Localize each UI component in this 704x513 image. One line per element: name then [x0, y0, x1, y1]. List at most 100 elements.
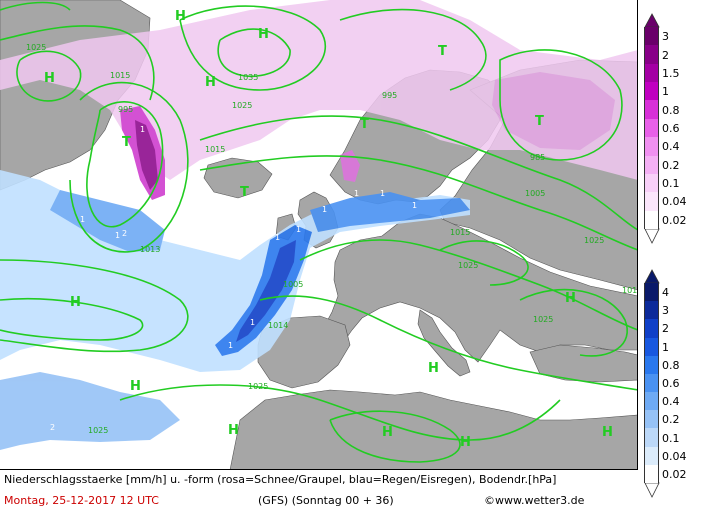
isobar-value-label: 1035	[238, 73, 258, 82]
snow-scale-tick-label: 0.2	[662, 158, 680, 172]
isobar-value-label: 995	[382, 91, 397, 100]
snow-scale-swatch	[644, 63, 659, 83]
isobar-value-label: 1015	[110, 71, 130, 80]
precip-intensity-label: 1	[80, 215, 85, 224]
precip-intensity-label: 1	[228, 341, 233, 350]
snow-scale-swatch	[644, 82, 659, 101]
snow-scale-tick-label: 2	[662, 48, 669, 62]
isobar	[329, 410, 461, 463]
copyright-link[interactable]: ©www.wetter3.de	[484, 494, 585, 507]
isobar-value-label: 1025	[88, 426, 108, 435]
snow-scale-tick-label: 0.04	[662, 195, 687, 209]
map-caption: Niederschlagsstaerke [mm/h] u. -form (ro…	[4, 473, 557, 486]
isobar-value-label: 1015	[205, 145, 225, 154]
isobar	[16, 50, 82, 102]
precip-intensity-label: 1	[412, 201, 417, 210]
isobar	[519, 288, 628, 357]
land-iberia	[257, 315, 351, 389]
snow-scale-tick-label: 0.4	[662, 140, 680, 154]
high-pressure-label: H	[228, 423, 239, 438]
high-pressure-label: H	[428, 361, 439, 376]
pressure-center-layer: H H H H T T T T T H H H H H H H H	[44, 9, 613, 450]
snow-scale-tick-label: 0.8	[662, 103, 680, 117]
rain-scale-tick-label: 0.6	[662, 377, 680, 390]
low-pressure-label: T	[360, 117, 369, 132]
isobar-value-label: 1025	[26, 43, 46, 52]
land-africa	[229, 389, 637, 469]
low-pressure-label: T	[438, 44, 447, 59]
rain-scale-swatch	[644, 373, 659, 393]
isobar	[439, 240, 529, 286]
isobar	[0, 1, 71, 11]
precip-intensity-label: 2	[152, 213, 157, 222]
rain-scale-tick-label: 1	[662, 340, 669, 354]
rain-scale-tick-label: 3	[662, 304, 669, 318]
isobar-value-label: 1025	[533, 315, 553, 324]
rain-scale-tick-label: 2	[662, 322, 669, 336]
precip-intensity-label: 1	[250, 318, 255, 327]
rain-scale-swatch	[644, 410, 659, 429]
snow-area-east	[492, 72, 615, 150]
rain-scale-tick-label: 4	[662, 286, 669, 300]
model-run: (GFS) (Sonntag 00 + 36)	[258, 494, 394, 507]
high-pressure-label: H	[205, 75, 216, 90]
rain-scale-swatch	[644, 301, 659, 320]
snow-scale-tick-label: 1	[662, 85, 669, 99]
rain-scale-swatch	[644, 283, 659, 302]
snow-scale-swatch	[644, 210, 659, 230]
rain-band-north-sea	[310, 192, 470, 232]
precip-intensity-label: 1	[296, 225, 301, 234]
weather-map: 1025 1015 995 1035 1025 1015 985 1005 1015 1025 10…	[0, 0, 638, 470]
high-pressure-label: H	[258, 27, 269, 42]
snow-scale-bottom-arrow	[644, 228, 660, 244]
snow-scale-swatch	[644, 192, 659, 212]
isobar	[299, 239, 637, 331]
precip-intensity-label: 1	[140, 125, 145, 134]
precip-intensity-label: 1	[115, 231, 120, 240]
precip-intensity-label: 1	[258, 195, 263, 204]
rain-scale-tick-label: 0.02	[662, 467, 687, 481]
rain-scale-bottom-arrow	[644, 482, 660, 498]
rain-scale-tick-label: 0.1	[662, 431, 680, 445]
isobar	[0, 297, 144, 341]
snow-scale-top-arrow	[644, 13, 660, 28]
snow-scale-swatch	[644, 27, 659, 46]
rain-scale-swatch	[644, 464, 659, 484]
snow-layer	[0, 0, 637, 200]
precip-intensity-label: 1	[354, 189, 359, 198]
isobar	[0, 259, 189, 353]
snow-scale-tick-label: 0.6	[662, 122, 680, 135]
isobar	[259, 295, 637, 391]
precip-intensity-label: 1	[275, 233, 280, 242]
snow-scale-swatch	[644, 137, 659, 157]
high-pressure-label: H	[70, 295, 81, 310]
snow-scale-tick-label: 3	[662, 30, 669, 44]
isobar-value-label: 1005	[283, 280, 303, 289]
high-pressure-label: H	[602, 425, 613, 440]
isobar	[0, 25, 155, 101]
land-iceland	[203, 157, 273, 199]
snow-color-scale	[644, 27, 659, 230]
isobar-value-label: 995	[118, 105, 133, 114]
snow-area-north	[0, 0, 637, 180]
snow-scale-swatch	[644, 100, 659, 120]
isobar	[69, 81, 189, 253]
low-pressure-label: T	[122, 135, 131, 150]
isobar	[179, 5, 327, 91]
isobar-value-label: 1005	[525, 189, 545, 198]
isobar-value-label: 1025	[458, 261, 478, 270]
rain-scale-swatch	[644, 446, 659, 466]
isobar	[339, 8, 487, 91]
high-pressure-label: H	[130, 379, 141, 394]
isobar	[119, 384, 561, 441]
isobar-value-label: 1014	[268, 321, 288, 330]
isobar-value-label: 985	[530, 153, 545, 162]
rain-scale-tick-label: 0.4	[662, 395, 680, 409]
snow-scale-swatch	[644, 173, 659, 193]
rain-scale-swatch	[644, 337, 659, 357]
rain-scale-tick-label: 0.8	[662, 358, 680, 372]
snow-scale-swatch	[644, 155, 659, 175]
precip-intensity-label: 1	[380, 189, 385, 198]
isobar	[199, 155, 637, 251]
